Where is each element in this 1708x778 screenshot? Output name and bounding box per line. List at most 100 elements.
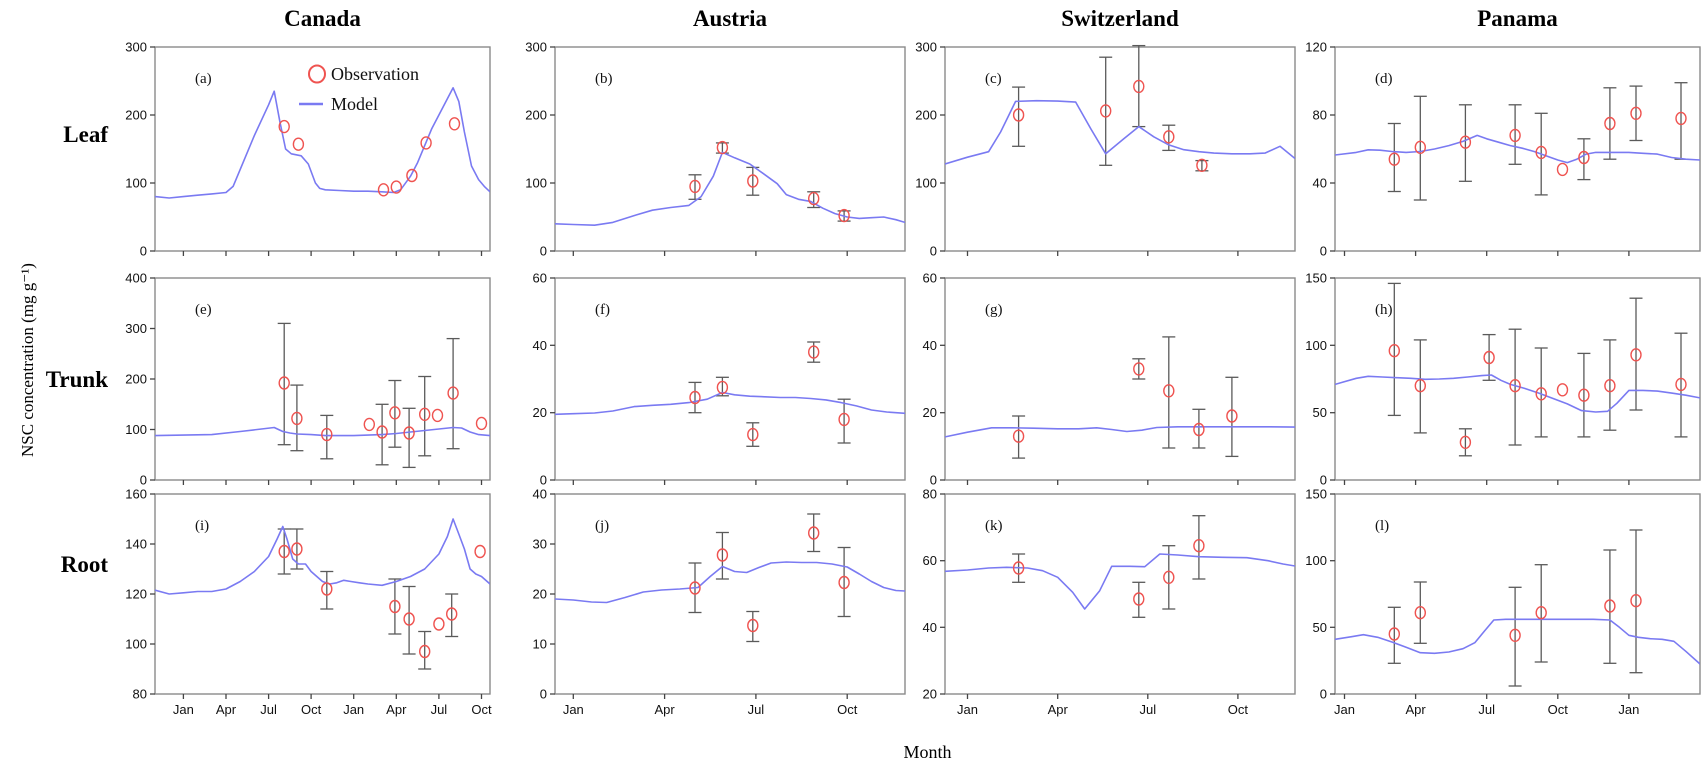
model-line (555, 151, 905, 226)
panel-c: 0 100 200 300 (c) (915, 40, 1296, 259)
y-axis: 0 40 80 120 (1305, 40, 1335, 259)
panel-letter: (h) (1375, 302, 1393, 318)
svg-text:Oct: Oct (837, 702, 858, 717)
x-axis (572, 480, 848, 485)
y-axis: 0 100 200 300 400 (125, 271, 155, 488)
svg-text:20: 20 (533, 587, 547, 602)
model-line (155, 86, 490, 199)
svg-text:20: 20 (923, 405, 937, 420)
svg-text:150: 150 (1305, 487, 1327, 502)
svg-text:140: 140 (125, 537, 147, 552)
svg-text:40: 40 (533, 338, 547, 353)
x-axis: Jan Apr Jul Oct Jan (1334, 694, 1639, 717)
svg-text:Jul: Jul (260, 702, 277, 717)
svg-text:200: 200 (915, 108, 937, 123)
observation-points (278, 542, 486, 659)
svg-text:0: 0 (540, 244, 547, 259)
model-line (555, 391, 905, 416)
error-bars (1387, 282, 1688, 457)
svg-text:300: 300 (915, 40, 937, 55)
svg-text:50: 50 (1313, 620, 1327, 635)
svg-text:100: 100 (1305, 553, 1327, 568)
svg-text:0: 0 (140, 473, 147, 488)
error-bars (688, 513, 851, 643)
panel-b: 0 100 200 300 (b) (525, 40, 906, 259)
svg-text:Oct: Oct (471, 702, 492, 717)
svg-text:Jan: Jan (957, 702, 978, 717)
svg-text:400: 400 (125, 271, 147, 286)
svg-text:40: 40 (533, 487, 547, 502)
error-bars (688, 341, 851, 447)
model-line (1335, 134, 1700, 164)
svg-text:120: 120 (1305, 40, 1327, 55)
y-axis: 80 100 120 140 160 (125, 487, 155, 702)
model-line (1335, 618, 1700, 665)
svg-text:Oct: Oct (1228, 702, 1249, 717)
row-label-leaf: Leaf (63, 122, 108, 147)
svg-text:Apr: Apr (654, 702, 675, 717)
panel-l: 0 50 100 150 Jan Apr Jul Oct Jan (l) (1305, 487, 1701, 717)
svg-text:0: 0 (540, 473, 547, 488)
x-axis (966, 480, 1239, 485)
svg-text:0: 0 (140, 244, 147, 259)
observation-points (689, 140, 850, 223)
observation-points (1388, 343, 1687, 450)
x-axis: Jan Apr Jul Oct Jan Apr Jul Oct (173, 694, 492, 717)
svg-text:Apr: Apr (386, 702, 407, 717)
svg-text:60: 60 (923, 553, 937, 568)
svg-text:0: 0 (930, 473, 937, 488)
panel-letter: (e) (195, 302, 212, 318)
svg-text:30: 30 (533, 537, 547, 552)
svg-text:120: 120 (125, 587, 147, 602)
observation-points (1388, 106, 1687, 177)
y-axis: 20 40 60 80 (923, 487, 945, 702)
svg-text:Jan: Jan (1618, 702, 1639, 717)
legend: Observation Model (299, 64, 419, 114)
panel-letter: (g) (985, 302, 1003, 318)
svg-text:80: 80 (1313, 108, 1327, 123)
panel-d: 0 40 80 120 (d) (1305, 40, 1701, 259)
x-axis (182, 480, 483, 485)
svg-text:Jan: Jan (343, 702, 364, 717)
svg-text:200: 200 (525, 108, 547, 123)
svg-text:300: 300 (525, 40, 547, 55)
y-axis: 0 100 200 300 (525, 40, 555, 259)
svg-text:Apr: Apr (1048, 702, 1069, 717)
svg-text:Apr: Apr (216, 702, 237, 717)
legend-observation-label: Observation (331, 64, 419, 84)
svg-text:Jul: Jul (748, 702, 765, 717)
observation-points (1012, 79, 1208, 173)
legend-observation-icon (308, 64, 326, 84)
svg-text:0: 0 (1320, 473, 1327, 488)
y-axis: 0 100 200 300 (125, 40, 155, 259)
panel-a: 0 100 200 300 (a) Observation Model (125, 40, 491, 259)
model-line (945, 99, 1295, 165)
svg-text:Jul: Jul (1139, 702, 1156, 717)
svg-text:Jan: Jan (563, 702, 584, 717)
panel-e: 0 100 200 300 400 (e) (125, 271, 491, 488)
panel-i: 80 100 120 140 160 Jan Apr Jul Oct Jan Apr Jul Oct (i… (125, 487, 492, 718)
svg-text:300: 300 (125, 321, 147, 336)
x-axis (1343, 480, 1630, 485)
observation-points (689, 526, 850, 633)
x-axis: Jan Apr Jul Oct (563, 694, 858, 717)
panel-letter: (j) (595, 518, 609, 534)
error-bars (1012, 336, 1239, 459)
svg-text:Jul: Jul (1478, 702, 1495, 717)
panel-letter: (c) (985, 71, 1002, 87)
x-axis (182, 251, 483, 256)
model-line (1335, 374, 1700, 413)
row-label-root: Root (60, 552, 108, 577)
legend-model-label: Model (331, 94, 378, 114)
panel-f: 0 20 40 60 (f) (533, 271, 906, 488)
row-label-trunk: Trunk (45, 367, 108, 392)
observation-points (1012, 539, 1205, 606)
observation-points (278, 117, 461, 197)
svg-text:40: 40 (923, 620, 937, 635)
svg-text:20: 20 (923, 687, 937, 702)
panel-letter: (a) (195, 71, 212, 87)
column-title-canada: Canada (284, 6, 361, 31)
svg-text:300: 300 (125, 40, 147, 55)
